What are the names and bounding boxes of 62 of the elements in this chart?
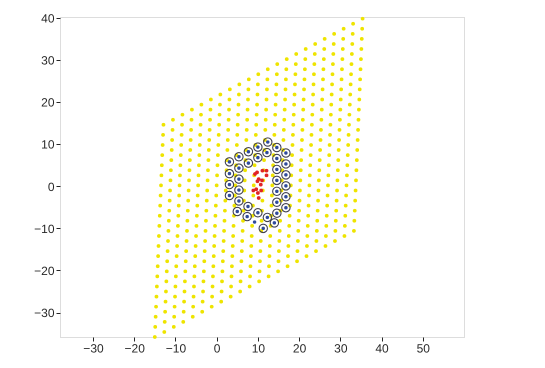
x-tick-label: −20: [124, 342, 146, 356]
point: [256, 179, 260, 184]
point: [281, 148, 291, 158]
point: [258, 182, 263, 186]
point: [281, 159, 291, 169]
point: [270, 218, 280, 228]
x-tick-label: −10: [166, 342, 186, 356]
point: [243, 202, 253, 212]
point: [224, 157, 234, 167]
point: [234, 174, 244, 184]
point: [256, 191, 260, 195]
point: [224, 180, 234, 190]
point: [281, 181, 291, 191]
y-tick-label: 0: [48, 180, 55, 194]
y-tick-label: 10: [41, 138, 55, 152]
point: [253, 208, 263, 218]
point: [252, 220, 256, 224]
x-tick-label: 0: [214, 342, 221, 356]
point: [234, 152, 244, 162]
point: [244, 147, 254, 156]
y-tick-label: −10: [34, 222, 55, 236]
point: [281, 203, 291, 212]
point: [281, 170, 291, 180]
point: [234, 163, 244, 173]
x-tick-label: −30: [83, 342, 104, 356]
point: [263, 137, 273, 147]
point: [234, 185, 244, 195]
point: [224, 190, 234, 200]
point: [272, 164, 282, 174]
point: [272, 208, 282, 218]
y-tick-label: 20: [41, 96, 55, 110]
y-tick-label: 30: [41, 53, 55, 68]
point: [262, 212, 272, 222]
point: [254, 187, 258, 192]
point: [232, 206, 242, 216]
point: [251, 188, 256, 192]
point: [258, 224, 268, 234]
point: [272, 142, 282, 152]
point: [244, 158, 254, 168]
point: [272, 154, 282, 164]
y-tick-label: −30: [34, 306, 55, 320]
point: [262, 148, 272, 158]
point: [255, 170, 259, 174]
x-tick-label: 30: [334, 342, 348, 356]
point: [264, 173, 268, 178]
point: [234, 196, 244, 206]
y-tick-label: −20: [34, 264, 55, 278]
point: [253, 142, 263, 152]
x-tick-label: 10: [252, 342, 266, 356]
x-tick-label: 20: [292, 342, 307, 356]
x-tick-label: 50: [416, 342, 430, 356]
point: [253, 152, 263, 162]
point: [272, 186, 282, 196]
point: [256, 196, 261, 200]
point: [281, 192, 291, 202]
point: [272, 198, 282, 207]
x-tick-label: 40: [375, 342, 390, 356]
point: [224, 168, 234, 178]
y-tick-label: 40: [41, 11, 55, 26]
point: [242, 212, 252, 222]
point: [272, 176, 282, 186]
point: [264, 168, 268, 173]
